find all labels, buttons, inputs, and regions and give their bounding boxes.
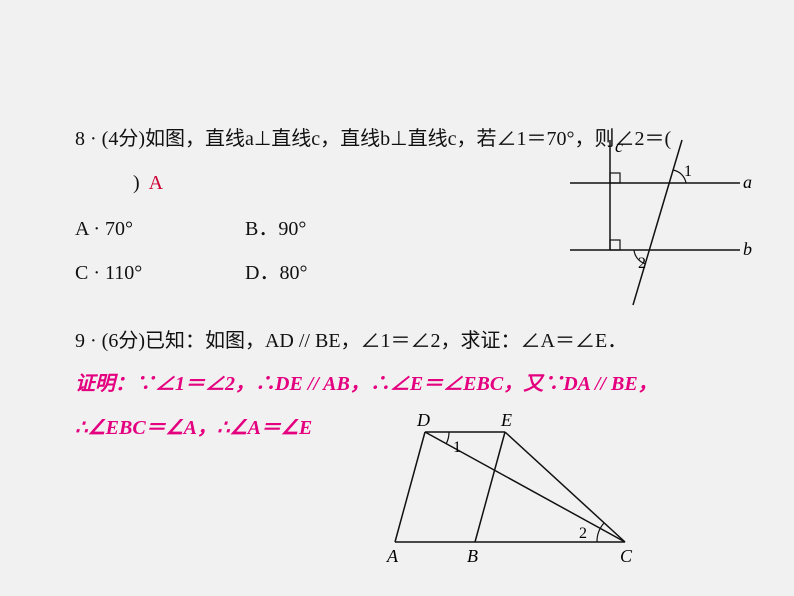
seg-ad [395,432,425,542]
diagram1-label-1: 1 [684,163,692,180]
label-c: C [620,546,633,566]
diagram-2: D E A B C 1 2 [365,412,645,562]
label-a: A [386,546,399,566]
option-b: B．90° [245,210,415,248]
problem-8: 8 · (4分)如图，直线a⊥直线c，直线b⊥直线c，若∠1＝70°，则∠2＝(… [75,120,719,292]
label-b: B [467,546,478,566]
problem-8-answer: A [149,172,163,194]
arc-1 [446,432,449,444]
seg-ec [505,432,625,542]
option-d: D．80° [245,254,415,292]
label-d: D [416,410,430,430]
seg-eb [475,432,505,542]
arc-2 [597,523,604,542]
problem-9-line: 9 · (6分)已知：如图，AD // BE，∠1＝∠2，求证：∠A＝∠E． [75,322,719,360]
diagram1-transversal [633,140,682,305]
proof-line-1: 证明：∵∠1＝∠2，∴DE // AB，∴∠E＝∠EBC，又∵DA // BE， [75,364,719,404]
diagram1-label-a: a [743,172,752,192]
diagram1-label-2: 2 [638,255,646,272]
problem-9: 9 · (6分)已知：如图，AD // BE，∠1＝∠2，求证：∠A＝∠E． 证… [75,322,719,448]
problem-8-paren: ) [133,172,140,194]
diagram1-right-angle-a [610,173,620,183]
label-angle-1: 1 [453,439,461,456]
diagram1-right-angle-b [610,240,620,250]
label-angle-2: 2 [579,525,587,542]
option-c: C · 110° [75,254,245,292]
diagram1-label-c: c [615,136,623,156]
label-e: E [500,410,512,430]
diagram-1: c a b 1 2 [560,140,750,305]
option-a: A · 70° [75,210,245,248]
diagram1-label-b: b [743,239,752,259]
